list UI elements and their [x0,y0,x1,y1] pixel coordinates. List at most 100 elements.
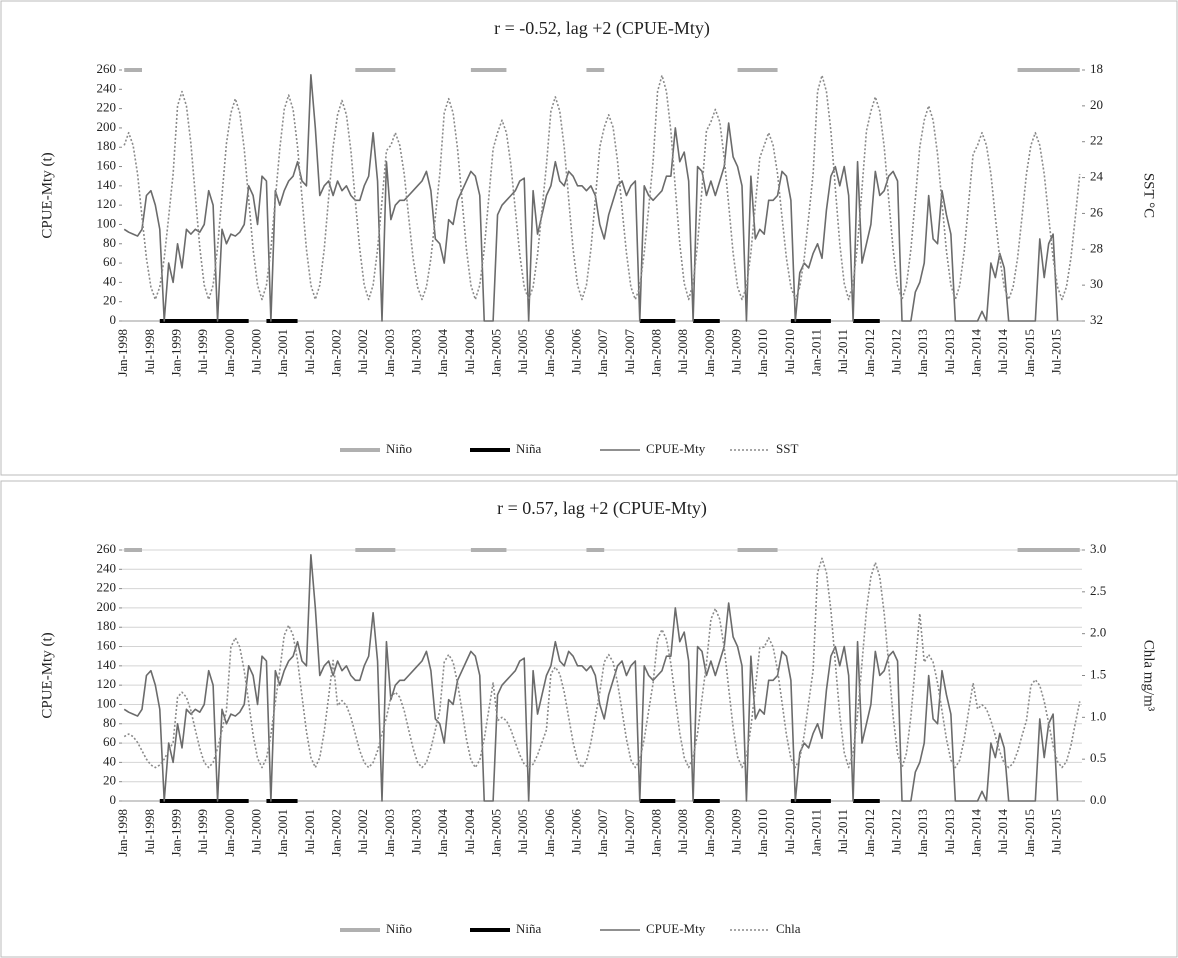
x-tick-label: Jul-1998 [142,809,157,855]
x-tick-label: Jul-2008 [675,809,690,855]
x-tick-label: Jul-2009 [729,329,744,375]
chart-title: r = -0.52, lag +2 (CPUE-Mty) [494,18,710,39]
legend-label: Niño [386,441,412,456]
x-tick-label: Jan-2005 [489,329,504,377]
y-tick-label: 240 [97,560,117,575]
x-tick-label: Jul-2007 [622,329,637,375]
x-tick-label: Jan-2014 [969,329,984,377]
x-tick-label: Jan-2002 [329,809,344,857]
y-tick-label: 220 [97,580,117,595]
x-tick-label: Jul-2013 [942,329,957,375]
x-tick-label: Jul-2012 [889,809,904,855]
x-tick-label: Jul-2012 [889,329,904,375]
x-tick-label: Jul-2011 [835,329,850,374]
x-tick-label: Jan-1998 [115,329,130,377]
x-tick-label: Jan-2015 [1022,809,1037,857]
y-tick-label: 140 [97,657,117,672]
x-tick-label: Jul-2004 [462,329,477,375]
x-tick-label: Jan-1998 [115,809,130,857]
y2-tick-label: 32 [1090,312,1103,327]
x-tick-label: Jan-2012 [862,809,877,857]
y2-tick-label: 2.0 [1090,625,1106,640]
y-tick-label: 120 [97,196,117,211]
x-tick-label: Jan-2010 [755,809,770,857]
x-tick-label: Jul-2011 [835,809,850,854]
y-tick-label: 20 [103,293,116,308]
y2-tick-label: 30 [1090,276,1103,291]
x-tick-label: Jul-2014 [995,328,1010,374]
y-tick-label: 220 [97,100,117,115]
x-tick-label: Jan-2014 [969,809,984,857]
legend-label: Chla [776,921,801,936]
legend-label: CPUE-Mty [646,921,706,936]
y2-tick-label: 0.0 [1090,792,1106,807]
legend-label: Niña [516,441,542,456]
x-tick-label: Jan-2013 [915,329,930,377]
panel-frame [0,480,1178,958]
x-tick-label: Jan-2007 [595,809,610,857]
x-tick-label: Jan-2003 [382,809,397,857]
y2-tick-label: 3.0 [1090,541,1106,556]
y2-tick-label: 28 [1090,240,1103,255]
x-tick-label: Jul-1998 [142,329,157,375]
x-tick-label: Jan-2006 [542,329,557,377]
y2-tick-label: 0.5 [1090,750,1106,765]
legend-label: SST [776,441,798,456]
x-tick-label: Jan-2008 [649,809,664,857]
x-tick-label: Jan-2011 [809,809,824,856]
x-tick-label: Jul-2015 [1049,329,1064,375]
x-tick-label: Jan-2006 [542,809,557,857]
x-tick-label: Jan-2000 [222,809,237,857]
x-tick-label: Jan-2015 [1022,329,1037,377]
y-tick-label: 60 [103,254,116,269]
y2-tick-label: 20 [1090,97,1103,112]
x-tick-label: Jul-2015 [1049,809,1064,855]
legend-label: Niño [386,921,412,936]
y2-axis-title: Chla mg/m³ [1141,640,1157,712]
panel-frame [0,0,1178,476]
x-tick-label: Jul-2007 [622,809,637,855]
y-tick-label: 100 [97,695,117,710]
x-tick-label: Jul-2006 [569,329,584,375]
y2-tick-label: 1.5 [1090,666,1106,681]
y-tick-label: 0 [110,312,117,327]
y2-tick-label: 2.5 [1090,583,1106,598]
x-tick-label: Jul-2013 [942,809,957,855]
y-tick-label: 40 [103,753,116,768]
y-tick-label: 160 [97,158,117,173]
legend-label: Niña [516,921,542,936]
x-tick-label: Jan-2012 [862,329,877,377]
y-tick-label: 140 [97,177,117,192]
x-tick-label: Jan-2009 [702,329,717,377]
y-tick-label: 260 [97,541,117,556]
x-tick-label: Jul-2014 [995,808,1010,854]
y-tick-label: 200 [97,599,117,614]
x-tick-label: Jan-2004 [435,809,450,857]
x-tick-label: Jan-2001 [275,809,290,857]
y2-tick-label: 1.0 [1090,708,1106,723]
y2-tick-label: 24 [1090,169,1104,184]
y-tick-label: 80 [103,715,116,730]
x-tick-label: Jan-2000 [222,329,237,377]
x-tick-label: Jan-2007 [595,329,610,377]
x-tick-label: Jul-2002 [355,809,370,855]
x-tick-label: Jul-2006 [569,809,584,855]
x-tick-label: Jul-2002 [355,329,370,375]
x-tick-label: Jul-2005 [515,809,530,855]
y-tick-label: 260 [97,61,117,76]
y-tick-label: 180 [97,138,117,153]
y-tick-label: 120 [97,676,117,691]
x-tick-label: Jan-2002 [329,329,344,377]
y-tick-label: 200 [97,119,117,134]
x-tick-label: Jan-1999 [169,329,184,377]
x-tick-label: Jul-2003 [409,809,424,855]
x-tick-label: Jul-2010 [782,809,797,855]
y2-axis-title: SST °C [1141,173,1157,218]
x-tick-label: Jan-2013 [915,809,930,857]
series-line [123,74,1081,301]
x-tick-label: Jul-2000 [249,809,264,855]
x-tick-label: Jul-2000 [249,329,264,375]
x-tick-label: Jul-2001 [302,809,317,855]
x-tick-label: Jan-2008 [649,329,664,377]
